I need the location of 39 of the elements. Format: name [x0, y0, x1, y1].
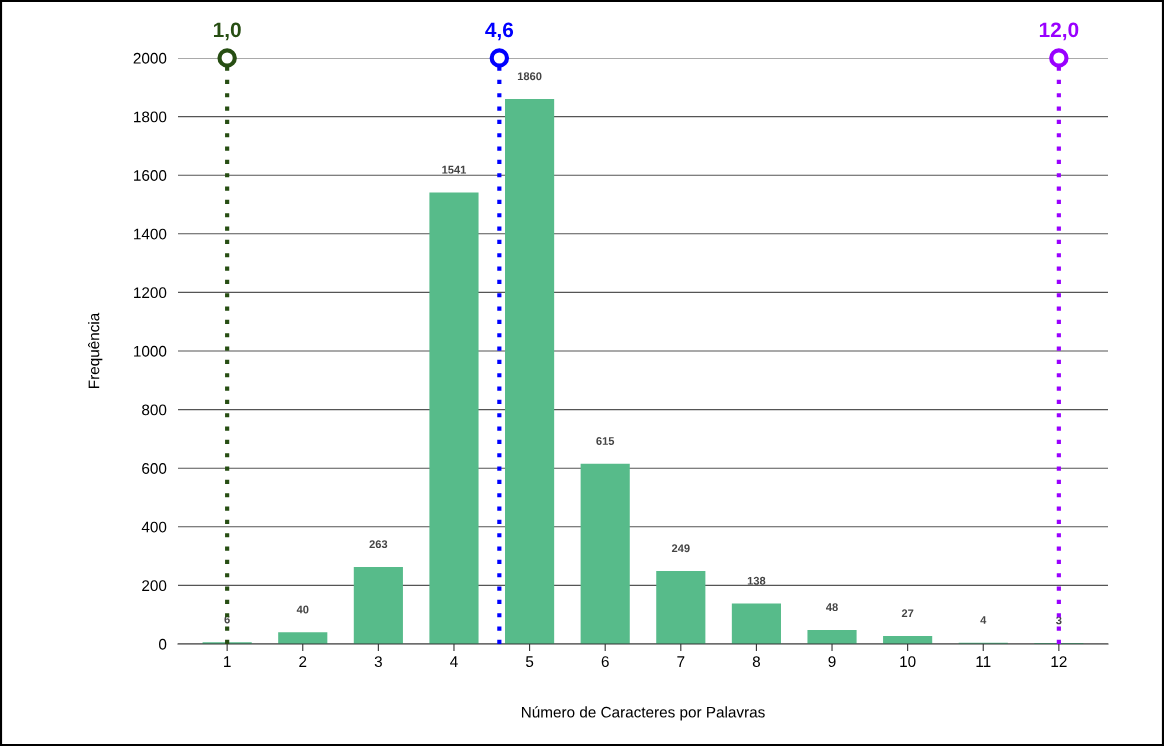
x-tick-label: 4 — [450, 656, 458, 667]
data-label: 27 — [901, 609, 914, 618]
data-label: 3 — [1056, 616, 1062, 625]
x-tick-label: 10 — [900, 656, 916, 668]
x-axis-title: Número de Caracteres por Palavras — [521, 706, 765, 721]
y-tick-label: 1800 — [134, 111, 167, 123]
data-label: 4 — [980, 616, 987, 624]
x-tick-label: 3 — [374, 656, 382, 668]
data-label: 263 — [369, 540, 388, 549]
data-label: 40 — [296, 605, 309, 614]
y-tick-label: 200 — [142, 580, 167, 592]
y-tick-label: 0 — [158, 638, 167, 650]
data-label: 48 — [826, 603, 838, 612]
ref-line-label: 4,6 — [485, 22, 514, 41]
x-tick-label: 2 — [299, 656, 307, 667]
ref-line-label: 12,0 — [1039, 22, 1079, 41]
y-tick-label: 600 — [142, 463, 167, 474]
x-tick-label: 11 — [976, 656, 991, 667]
x-tick-label: 6 — [601, 656, 609, 668]
y-tick-label: 1200 — [134, 287, 167, 299]
y-tick-label: 1000 — [134, 345, 167, 357]
y-axis-title: Frequência — [88, 312, 103, 388]
data-label: 1860 — [517, 72, 542, 81]
data-label: 1541 — [442, 165, 467, 174]
x-tick-label: 8 — [752, 656, 760, 668]
x-tick-label: 1 — [224, 656, 231, 667]
y-tick-label: 2000 — [133, 52, 167, 64]
y-tick-label: 400 — [141, 521, 167, 533]
y-tick-label: 1400 — [134, 228, 167, 240]
x-tick-label: 5 — [525, 656, 534, 668]
x-tick-label: 12 — [1051, 656, 1067, 667]
data-label: 615 — [596, 437, 615, 445]
x-tick-label: 7 — [677, 656, 685, 667]
data-label: 249 — [671, 544, 690, 553]
y-tick-label: 1600 — [134, 170, 167, 181]
data-label: 138 — [747, 576, 766, 585]
x-tick-label: 9 — [828, 656, 836, 668]
ref-line-label: 1,0 — [213, 22, 241, 41]
y-tick-label: 800 — [142, 404, 167, 416]
